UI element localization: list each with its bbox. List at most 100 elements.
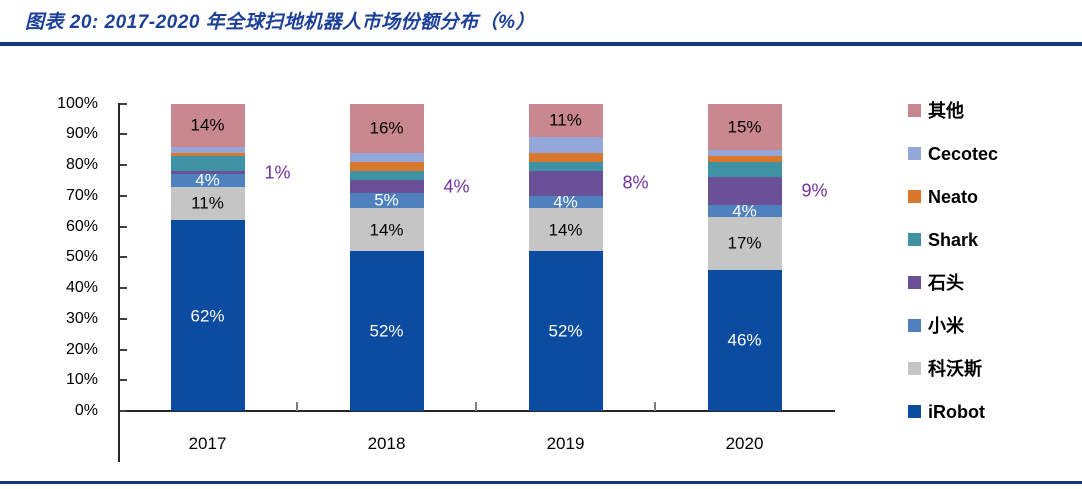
segment-value-label-小米-2017: 4% xyxy=(195,170,220,190)
legend-label-科沃斯: 科沃斯 xyxy=(928,359,982,379)
legend-label-Neato: Neato xyxy=(928,187,979,207)
legend-swatch-石头 xyxy=(908,276,921,289)
segment-石头-2019 xyxy=(528,171,603,196)
segment-小米-2018 xyxy=(349,192,424,209)
legend-swatch-Shark xyxy=(908,233,921,246)
y-tick-label: 100% xyxy=(57,94,98,112)
segment-Shark-2020 xyxy=(707,161,782,178)
segment-小米-2019 xyxy=(528,195,603,209)
segment-石头-2017 xyxy=(170,171,245,175)
segment-其他-2018 xyxy=(349,103,424,153)
y-tick-label: 40% xyxy=(65,279,98,296)
y-tick-label: 10% xyxy=(65,371,98,389)
legend-label-石头: 石头 xyxy=(928,273,964,293)
segment-科沃斯-2018 xyxy=(349,208,424,252)
segment-小米-2020 xyxy=(707,204,782,218)
segment-Shark-2018 xyxy=(349,171,424,181)
segment-Cecotec-2017 xyxy=(170,146,245,153)
legend-label-iRobot: iRobot xyxy=(928,402,985,422)
y-tick-mark xyxy=(120,287,127,289)
segment-石头-2018 xyxy=(349,180,424,193)
segment-value-label-小米-2020: 4% xyxy=(732,201,757,221)
x-axis-line xyxy=(118,410,835,412)
stacked-bar-chart: 0% 10% 20% 30% 40% 50% 60% 70% 80% 90% 100% 62% 11%… xyxy=(0,50,1082,480)
legend-swatch-Neato xyxy=(908,190,921,203)
outside-value-label-石头-2018: 4% xyxy=(443,176,470,197)
y-tick-label: 20% xyxy=(65,340,98,358)
segment-iRobot-2019 xyxy=(528,251,603,411)
y-axis-line xyxy=(118,103,120,462)
legend-swatch-iRobot xyxy=(908,405,921,418)
segment-其他-2020 xyxy=(707,103,782,150)
segment-Shark-2017 xyxy=(170,155,245,172)
title-divider-rule xyxy=(0,42,1082,46)
segment-value-label-科沃斯-2020: 17% xyxy=(727,233,762,253)
y-tick-mark xyxy=(120,225,127,228)
legend-label-Cecotec: Cecotec xyxy=(928,144,999,164)
y-tick-label: 80% xyxy=(65,156,98,173)
legend-swatch-Cecotec xyxy=(908,147,921,160)
segment-Neato-2018 xyxy=(349,161,424,172)
y-tick-label: 90% xyxy=(65,125,98,143)
y-tick-label: 50% xyxy=(65,248,98,266)
segment-Neato-2017 xyxy=(170,152,245,156)
x-tick-mark xyxy=(475,402,477,411)
segment-value-label-科沃斯-2017: 11% xyxy=(191,193,224,213)
legend-swatch-其他 xyxy=(908,104,921,117)
segment-value-label-iRobot-2018: 52% xyxy=(369,321,404,341)
segment-value-label-iRobot-2020: 46% xyxy=(727,330,762,350)
segment-Cecotec-2018 xyxy=(349,152,424,162)
segment-Neato-2019 xyxy=(528,152,603,162)
legend-swatch-小米 xyxy=(908,319,921,332)
x-tick-mark xyxy=(296,402,298,411)
y-tick-mark xyxy=(120,164,127,166)
outside-value-label-石头-2020: 9% xyxy=(801,180,828,201)
y-tick-label: 70% xyxy=(65,186,98,204)
outside-value-label-石头-2017: 1% xyxy=(264,162,291,183)
y-tick-label: 60% xyxy=(65,217,98,235)
segment-小米-2017 xyxy=(170,174,245,187)
y-tick-mark xyxy=(120,379,127,382)
segment-Cecotec-2020 xyxy=(707,149,782,156)
y-tick-mark xyxy=(120,133,127,136)
segment-value-label-小米-2018: 5% xyxy=(374,190,399,210)
segment-Shark-2019 xyxy=(528,161,603,172)
segment-value-label-其他-2017: 14% xyxy=(190,115,225,135)
segment-value-label-科沃斯-2019: 14% xyxy=(548,220,583,240)
legend-label-其他: 其他 xyxy=(928,101,964,121)
segment-value-label-科沃斯-2018: 14% xyxy=(369,220,404,240)
segment-科沃斯-2017 xyxy=(170,186,245,221)
segment-Neato-2020 xyxy=(707,155,782,162)
segment-value-label-其他-2019: 11% xyxy=(549,110,582,130)
segment-石头-2020 xyxy=(707,177,782,205)
legend-swatch-科沃斯 xyxy=(908,362,921,375)
segment-科沃斯-2019 xyxy=(528,208,603,252)
segment-其他-2019 xyxy=(528,103,603,138)
y-tick-label: 0% xyxy=(74,402,98,419)
segment-value-label-其他-2018: 16% xyxy=(369,118,404,138)
x-tick-mark xyxy=(654,402,656,411)
y-tick-mark xyxy=(120,256,127,259)
segment-value-label-其他-2020: 15% xyxy=(727,117,762,137)
outside-value-label-石头-2019: 8% xyxy=(622,172,649,193)
segment-value-label-小米-2019: 4% xyxy=(553,192,578,212)
segment-Cecotec-2019 xyxy=(528,137,603,153)
segment-iRobot-2018 xyxy=(349,251,424,411)
y-tick-label: 30% xyxy=(65,309,98,327)
legend-label-Shark: Shark xyxy=(928,230,979,250)
y-tick-mark xyxy=(120,410,127,412)
x-axis-label-2019: 2019 xyxy=(546,434,585,453)
x-axis-label-2017: 2017 xyxy=(188,434,227,453)
y-tick-mark xyxy=(120,348,127,351)
y-tick-mark xyxy=(120,194,127,197)
segment-value-label-iRobot-2019: 52% xyxy=(548,321,583,341)
segment-value-label-iRobot-2017: 62% xyxy=(190,306,225,326)
x-axis-label-2020: 2020 xyxy=(725,434,764,453)
footer-rule xyxy=(0,481,1082,484)
y-tick-mark xyxy=(120,102,127,105)
chart-title: 图表 20: 2017-2020 年全球扫地机器人市场份额分布（%） xyxy=(25,12,536,33)
segment-iRobot-2017 xyxy=(170,220,245,411)
segment-iRobot-2020 xyxy=(707,269,782,411)
x-axis-label-2018: 2018 xyxy=(367,434,406,453)
